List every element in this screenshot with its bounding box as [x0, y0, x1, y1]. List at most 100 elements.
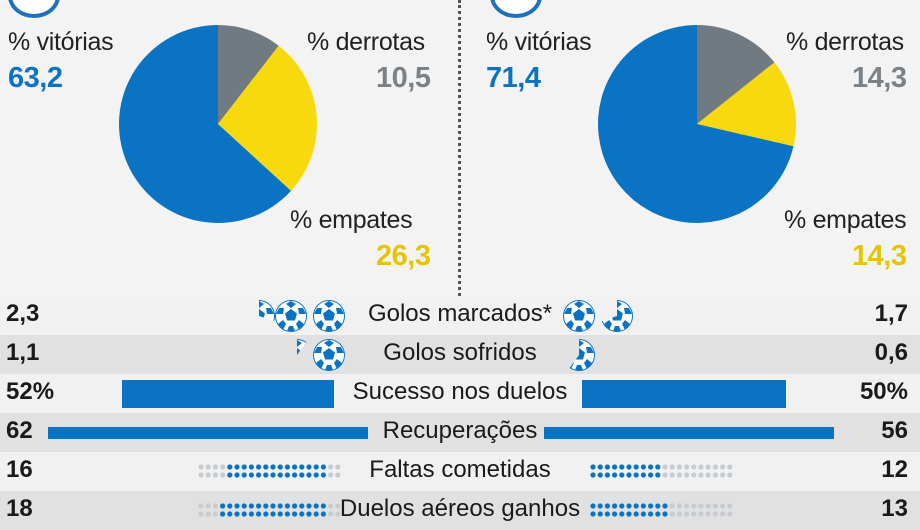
- dot-filled: [292, 472, 298, 478]
- dot-empty: [212, 472, 218, 478]
- dot-filled: [633, 464, 639, 470]
- stat-row-goals-conceded: 1,1 Golos sofridos 0,6: [0, 335, 920, 374]
- stat-row-goals-scored: 2,3 Golos marcados* 1,7: [0, 296, 920, 335]
- dot-filled: [263, 503, 269, 509]
- dot-empty: [662, 472, 668, 478]
- dot-empty: [712, 503, 718, 509]
- right-value: 1,7: [874, 300, 908, 327]
- right-draws-label: % empates: [784, 206, 907, 234]
- dot-empty: [691, 472, 697, 478]
- dot-filled: [270, 464, 276, 470]
- dot-empty: [676, 472, 682, 478]
- dot-empty: [720, 464, 726, 470]
- dot-filled: [227, 464, 233, 470]
- dot-filled: [590, 511, 596, 517]
- dot-filled: [320, 464, 326, 470]
- dot-filled: [299, 464, 305, 470]
- dot-empty: [727, 503, 733, 509]
- right-draws-value: 14,3: [852, 240, 907, 272]
- dot-empty: [691, 464, 697, 470]
- dot-filled: [256, 503, 262, 509]
- dot-filled: [633, 503, 639, 509]
- dot-filled: [263, 472, 269, 478]
- dot-empty: [328, 472, 334, 478]
- dot-empty: [712, 464, 718, 470]
- right-value: 56: [881, 417, 908, 444]
- football-icon: [313, 339, 345, 371]
- dot-filled: [241, 464, 247, 470]
- dot-filled: [597, 464, 603, 470]
- dot-filled: [248, 464, 254, 470]
- stat-label: Faltas cometidas: [369, 456, 551, 483]
- dot-empty: [220, 472, 226, 478]
- dot-empty: [676, 503, 682, 509]
- dot-filled: [292, 503, 298, 509]
- dot-filled: [612, 503, 618, 509]
- dot-filled: [284, 472, 290, 478]
- dot-filled: [597, 472, 603, 478]
- pie-slice-vitorias: [118, 25, 292, 223]
- right-value: 13: [881, 495, 908, 522]
- dot-empty: [705, 511, 711, 517]
- dot-empty: [335, 464, 341, 470]
- stat-row-aerial-duels: 18 Duelos aéreos ganhos 13: [0, 491, 920, 530]
- dot-empty: [684, 511, 690, 517]
- stat-row-fouls: 16 Faltas cometidas 12: [0, 452, 920, 491]
- dot-filled: [626, 511, 632, 517]
- dot-filled: [299, 472, 305, 478]
- dot-empty: [727, 472, 733, 478]
- dot-empty: [691, 503, 697, 509]
- right-wins-value: 71,4: [486, 62, 541, 94]
- dot-filled: [320, 511, 326, 517]
- partial-football-icon: [601, 300, 633, 332]
- dot-empty: [198, 464, 204, 470]
- right-results-pie: [598, 25, 796, 223]
- dot-filled: [256, 472, 262, 478]
- dot-filled: [612, 472, 618, 478]
- left-bar: [48, 427, 368, 439]
- stat-label: Sucesso nos duelos: [352, 378, 568, 405]
- right-value: 50%: [859, 378, 908, 405]
- dot-empty: [205, 472, 211, 478]
- dot-filled: [292, 511, 298, 517]
- dot-empty: [676, 511, 682, 517]
- right-value: 0,6: [874, 339, 908, 366]
- left-draws-value: 26,3: [376, 240, 431, 272]
- dot-empty: [698, 464, 704, 470]
- dot-filled: [248, 511, 254, 517]
- dot-filled: [241, 503, 247, 509]
- dot-filled: [320, 472, 326, 478]
- dot-empty: [720, 511, 726, 517]
- right-bar: [544, 427, 834, 439]
- dot-empty: [212, 503, 218, 509]
- dot-filled: [604, 472, 610, 478]
- dot-empty: [684, 503, 690, 509]
- right-losses-value: 14,3: [852, 62, 907, 94]
- left-value: 16: [6, 456, 33, 483]
- pie-slice-vitorias: [598, 25, 794, 223]
- dot-filled: [248, 503, 254, 509]
- dot-filled: [270, 472, 276, 478]
- dot-empty: [335, 511, 341, 517]
- dot-filled: [313, 472, 319, 478]
- dot-empty: [705, 503, 711, 509]
- dot-filled: [313, 503, 319, 509]
- dot-empty: [712, 511, 718, 517]
- dot-filled: [284, 511, 290, 517]
- dot-filled: [619, 511, 625, 517]
- dot-filled: [277, 464, 283, 470]
- dot-filled: [227, 503, 233, 509]
- right-wins-label: % vitórias: [486, 28, 592, 56]
- football-icon: [275, 300, 307, 332]
- dot-filled: [655, 511, 661, 517]
- dot-filled: [662, 511, 668, 517]
- dot-filled: [306, 472, 312, 478]
- dot-filled: [640, 511, 646, 517]
- dot-filled: [320, 503, 326, 509]
- partial-football-icon: [259, 300, 275, 321]
- dot-filled: [263, 511, 269, 517]
- dot-filled: [277, 511, 283, 517]
- dot-empty: [698, 511, 704, 517]
- dot-filled: [597, 511, 603, 517]
- dot-empty: [662, 464, 668, 470]
